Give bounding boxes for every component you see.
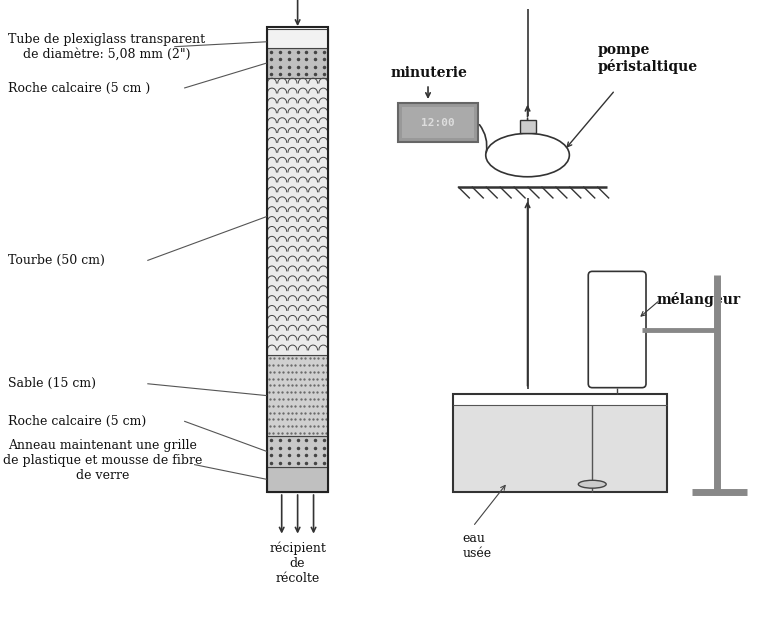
FancyBboxPatch shape <box>588 272 646 388</box>
Text: 12:00: 12:00 <box>421 118 455 128</box>
Bar <box>402 107 474 139</box>
FancyArrowPatch shape <box>480 125 487 153</box>
Text: Tourbe (50 cm): Tourbe (50 cm) <box>8 254 105 267</box>
Bar <box>453 394 667 492</box>
Bar <box>267 29 329 48</box>
Text: minuterie: minuterie <box>390 66 467 80</box>
Text: Roche calcaire (5 cm): Roche calcaire (5 cm) <box>8 415 146 427</box>
Bar <box>267 467 329 492</box>
Bar <box>267 355 329 436</box>
Bar <box>267 27 329 492</box>
Bar <box>520 120 536 134</box>
Text: récipient
de
récolte: récipient de récolte <box>269 541 326 585</box>
Bar <box>267 48 329 78</box>
Bar <box>453 405 667 492</box>
Bar <box>267 436 329 467</box>
Text: mélangeur: mélangeur <box>657 293 741 307</box>
Text: Roche calcaire (5 cm ): Roche calcaire (5 cm ) <box>8 81 151 95</box>
Ellipse shape <box>578 480 606 488</box>
Bar <box>398 103 478 142</box>
Text: Anneau maintenant une grille
de plastique et mousse de fibre
de verre: Anneau maintenant une grille de plastiqu… <box>3 439 202 482</box>
Text: Tube de plexiglass transparent
de diamètre: 5,08 mm (2"): Tube de plexiglass transparent de diamèt… <box>8 32 205 60</box>
Text: eau
usée: eau usée <box>463 532 492 560</box>
Ellipse shape <box>486 134 569 177</box>
Bar <box>267 78 329 355</box>
Text: pompe
péristaltique: pompe péristaltique <box>597 43 698 74</box>
Text: Sable (15 cm): Sable (15 cm) <box>8 377 96 391</box>
